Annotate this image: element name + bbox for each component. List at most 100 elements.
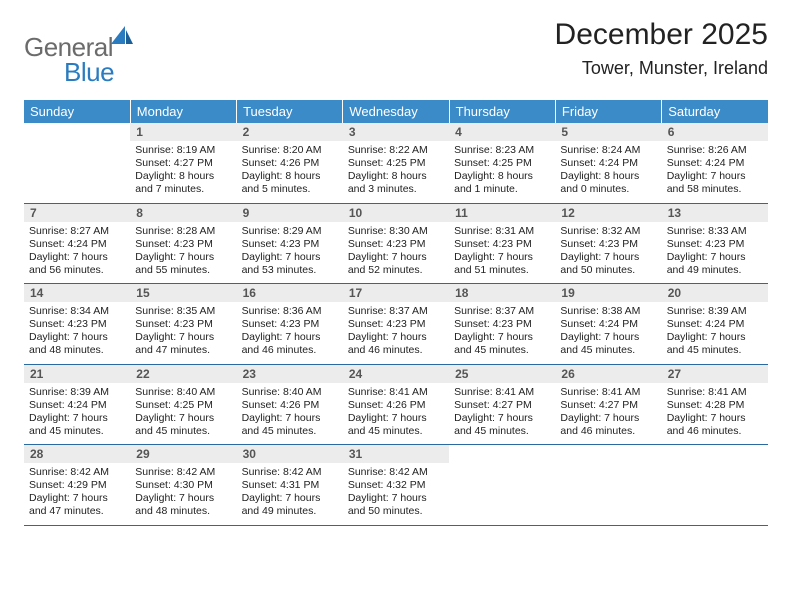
day-details: Sunrise: 8:41 AMSunset: 4:26 PMDaylight:… [343,383,449,445]
daylight-line: Daylight: 8 hours and 1 minute. [454,170,550,196]
calendar-cell: 25Sunrise: 8:41 AMSunset: 4:27 PMDayligh… [449,364,555,445]
sunset-line: Sunset: 4:23 PM [560,238,656,251]
day-details: Sunrise: 8:39 AMSunset: 4:24 PMDaylight:… [24,383,130,445]
day-number: 16 [237,284,343,302]
sunrise-line: Sunrise: 8:32 AM [560,225,656,238]
calendar-cell: 17Sunrise: 8:37 AMSunset: 4:23 PMDayligh… [343,284,449,365]
dow-header: Tuesday [237,100,343,123]
sunset-line: Sunset: 4:25 PM [348,157,444,170]
calendar-cell: 1Sunrise: 8:19 AMSunset: 4:27 PMDaylight… [130,123,236,203]
sunset-line: Sunset: 4:32 PM [348,479,444,492]
calendar-cell: 29Sunrise: 8:42 AMSunset: 4:30 PMDayligh… [130,445,236,526]
daylight-line: Daylight: 7 hours and 47 minutes. [29,492,125,518]
calendar-cell: 4Sunrise: 8:23 AMSunset: 4:25 PMDaylight… [449,123,555,203]
daylight-line: Daylight: 7 hours and 46 minutes. [242,331,338,357]
daylight-line: Daylight: 7 hours and 47 minutes. [135,331,231,357]
calendar-cell: 5Sunrise: 8:24 AMSunset: 4:24 PMDaylight… [555,123,661,203]
day-details: Sunrise: 8:39 AMSunset: 4:24 PMDaylight:… [662,302,768,364]
day-details: Sunrise: 8:27 AMSunset: 4:24 PMDaylight:… [24,222,130,284]
calendar-cell: 20Sunrise: 8:39 AMSunset: 4:24 PMDayligh… [662,284,768,365]
sunrise-line: Sunrise: 8:42 AM [135,466,231,479]
sunrise-line: Sunrise: 8:31 AM [454,225,550,238]
sunrise-line: Sunrise: 8:42 AM [348,466,444,479]
sunrise-line: Sunrise: 8:20 AM [242,144,338,157]
sunrise-line: Sunrise: 8:26 AM [667,144,763,157]
day-number: 7 [24,204,130,222]
day-details: Sunrise: 8:42 AMSunset: 4:32 PMDaylight:… [343,463,449,525]
day-number: 22 [130,365,236,383]
sunrise-line: Sunrise: 8:27 AM [29,225,125,238]
day-details: Sunrise: 8:34 AMSunset: 4:23 PMDaylight:… [24,302,130,364]
daylight-line: Daylight: 7 hours and 53 minutes. [242,251,338,277]
day-number: 17 [343,284,449,302]
sunset-line: Sunset: 4:27 PM [135,157,231,170]
daylight-line: Daylight: 8 hours and 5 minutes. [242,170,338,196]
page-subtitle: Tower, Munster, Ireland [555,58,768,79]
daylight-line: Daylight: 7 hours and 45 minutes. [454,412,550,438]
day-number: 21 [24,365,130,383]
sunset-line: Sunset: 4:24 PM [29,238,125,251]
daylight-line: Daylight: 7 hours and 49 minutes. [667,251,763,277]
daylight-line: Daylight: 7 hours and 45 minutes. [667,331,763,357]
daylight-line: Daylight: 7 hours and 51 minutes. [454,251,550,277]
day-details: Sunrise: 8:28 AMSunset: 4:23 PMDaylight:… [130,222,236,284]
day-number: 18 [449,284,555,302]
daylight-line: Daylight: 8 hours and 7 minutes. [135,170,231,196]
calendar-cell: 18Sunrise: 8:37 AMSunset: 4:23 PMDayligh… [449,284,555,365]
day-details: Sunrise: 8:42 AMSunset: 4:31 PMDaylight:… [237,463,343,525]
calendar-cell: 22Sunrise: 8:40 AMSunset: 4:25 PMDayligh… [130,364,236,445]
sunset-line: Sunset: 4:24 PM [560,157,656,170]
sunrise-line: Sunrise: 8:33 AM [667,225,763,238]
daylight-line: Daylight: 7 hours and 45 minutes. [454,331,550,357]
calendar-cell: 0xxx [449,445,555,526]
day-details: Sunrise: 8:35 AMSunset: 4:23 PMDaylight:… [130,302,236,364]
calendar-week: 21Sunrise: 8:39 AMSunset: 4:24 PMDayligh… [24,364,768,445]
logo: General Blue [24,18,133,88]
sunrise-line: Sunrise: 8:19 AM [135,144,231,157]
sunrise-line: Sunrise: 8:29 AM [242,225,338,238]
sunset-line: Sunset: 4:23 PM [348,238,444,251]
dow-header: Sunday [24,100,130,123]
day-number: 1 [130,123,236,141]
sunset-line: Sunset: 4:24 PM [667,157,763,170]
sunrise-line: Sunrise: 8:34 AM [29,305,125,318]
day-number: 28 [24,445,130,463]
sunset-line: Sunset: 4:23 PM [135,238,231,251]
day-number: 26 [555,365,661,383]
day-number: 5 [555,123,661,141]
sunset-line: Sunset: 4:23 PM [454,318,550,331]
dow-header: Wednesday [343,100,449,123]
day-details: Sunrise: 8:30 AMSunset: 4:23 PMDaylight:… [343,222,449,284]
daylight-line: Daylight: 7 hours and 58 minutes. [667,170,763,196]
calendar-cell: 26Sunrise: 8:41 AMSunset: 4:27 PMDayligh… [555,364,661,445]
day-details: Sunrise: 8:40 AMSunset: 4:25 PMDaylight:… [130,383,236,445]
daylight-line: Daylight: 7 hours and 48 minutes. [135,492,231,518]
sunset-line: Sunset: 4:23 PM [667,238,763,251]
calendar-week: 0xxx1Sunrise: 8:19 AMSunset: 4:27 PMDayl… [24,123,768,203]
day-number: 19 [555,284,661,302]
calendar-cell: 19Sunrise: 8:38 AMSunset: 4:24 PMDayligh… [555,284,661,365]
title-block: December 2025 Tower, Munster, Ireland [555,18,768,79]
daylight-line: Daylight: 7 hours and 45 minutes. [242,412,338,438]
sunset-line: Sunset: 4:31 PM [242,479,338,492]
day-details: Sunrise: 8:19 AMSunset: 4:27 PMDaylight:… [130,141,236,203]
sunrise-line: Sunrise: 8:41 AM [667,386,763,399]
day-details: Sunrise: 8:23 AMSunset: 4:25 PMDaylight:… [449,141,555,203]
daylight-line: Daylight: 7 hours and 46 minutes. [348,331,444,357]
sunrise-line: Sunrise: 8:24 AM [560,144,656,157]
day-details: Sunrise: 8:42 AMSunset: 4:30 PMDaylight:… [130,463,236,525]
daylight-line: Daylight: 7 hours and 45 minutes. [135,412,231,438]
sunrise-line: Sunrise: 8:23 AM [454,144,550,157]
dow-header: Monday [130,100,236,123]
calendar-cell: 27Sunrise: 8:41 AMSunset: 4:28 PMDayligh… [662,364,768,445]
daylight-line: Daylight: 7 hours and 46 minutes. [560,412,656,438]
calendar-cell: 28Sunrise: 8:42 AMSunset: 4:29 PMDayligh… [24,445,130,526]
calendar-cell: 23Sunrise: 8:40 AMSunset: 4:26 PMDayligh… [237,364,343,445]
day-details: Sunrise: 8:40 AMSunset: 4:26 PMDaylight:… [237,383,343,445]
daylight-line: Daylight: 7 hours and 55 minutes. [135,251,231,277]
day-number: 6 [662,123,768,141]
page-title: December 2025 [555,18,768,52]
calendar-cell: 13Sunrise: 8:33 AMSunset: 4:23 PMDayligh… [662,203,768,284]
calendar-cell: 15Sunrise: 8:35 AMSunset: 4:23 PMDayligh… [130,284,236,365]
day-details: Sunrise: 8:38 AMSunset: 4:24 PMDaylight:… [555,302,661,364]
